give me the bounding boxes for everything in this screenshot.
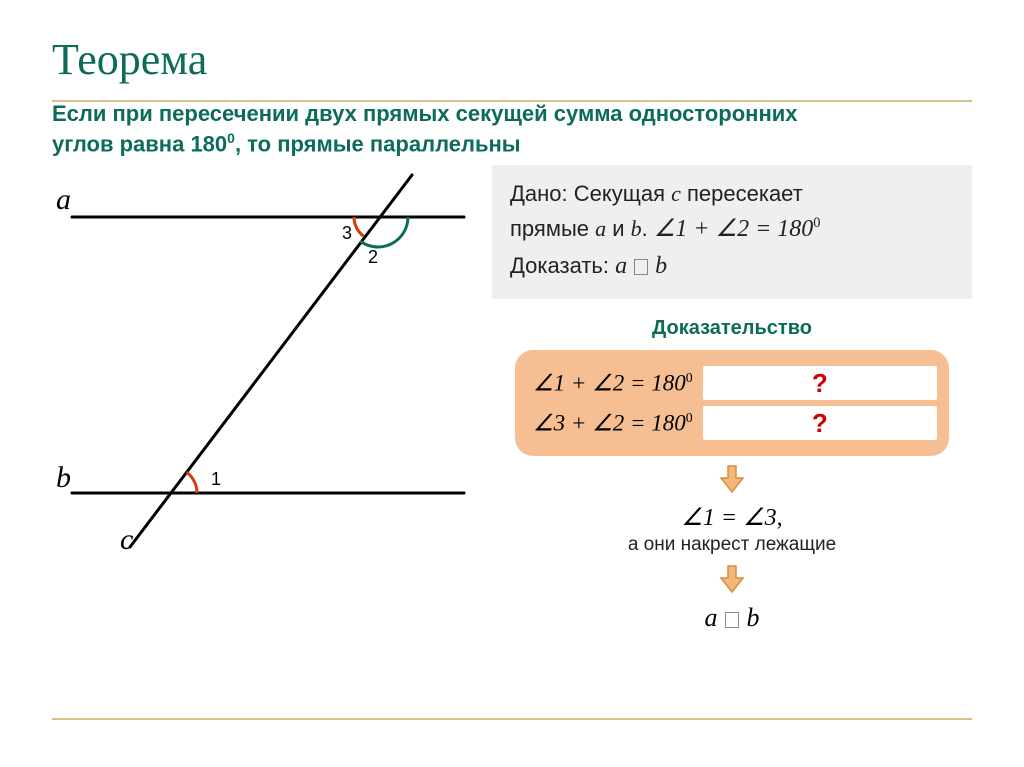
proof-row-2: ∠3 + ∠2 = 1800 ?: [527, 406, 937, 440]
proof-eq-1: ∠1 + ∠2 = 1800: [527, 370, 693, 397]
divider-bottom: [52, 718, 972, 720]
content-row: abc321 Дано: Секущая с пересекает прямые…: [52, 165, 972, 633]
statement-degree-sup: 0: [227, 130, 235, 146]
arrow-1: [492, 464, 972, 499]
arrow-2: [492, 564, 972, 599]
statement-line2-suffix: , то прямые параллельны: [235, 131, 521, 156]
proof-heading: Доказательство: [492, 317, 972, 340]
final-conclusion: a b: [492, 603, 972, 633]
given-period: .: [642, 216, 654, 241]
svg-text:1: 1: [211, 469, 221, 489]
question-box-1: ?: [703, 366, 937, 400]
result-equation: ∠1 = ∠3,: [492, 503, 972, 532]
given-b: b: [631, 216, 642, 241]
given-l1-suffix: пересекает: [681, 181, 803, 206]
svg-text:3: 3: [342, 223, 352, 243]
theorem-statement: Если при пересечении двух прямых секущей…: [52, 99, 972, 159]
proof-column: Дано: Секущая с пересекает прямые a и b.…: [492, 165, 972, 633]
relation-placeholder-icon: [634, 259, 648, 275]
divider-top: [52, 100, 972, 102]
svg-text:b: b: [56, 461, 71, 494]
arrow-down-icon: [717, 464, 747, 494]
statement-line1: Если при пересечении двух прямых секущей…: [52, 101, 798, 126]
alternate-angles-text: а они накрест лежащие: [492, 534, 972, 556]
proof-block: ∠1 + ∠2 = 1800 ? ∠3 + ∠2 = 1800 ?: [515, 350, 949, 456]
given-and: и: [606, 216, 631, 241]
question-box-2: ?: [703, 406, 937, 440]
given-a: a: [595, 216, 606, 241]
svg-text:a: a: [56, 183, 71, 216]
geometry-diagram: a b c 32 1: [52, 165, 472, 565]
slide-title: Теорема: [52, 34, 972, 85]
given-equation: ∠1 + ∠2 = 1800: [654, 216, 821, 242]
svg-text:c: c: [120, 523, 133, 556]
diagram-column: a b c 32 1: [52, 165, 472, 633]
given-l2-prefix: прямые: [510, 216, 595, 241]
proof-eq-2: ∠3 + ∠2 = 1800: [527, 410, 693, 437]
prove-label: Доказать:: [510, 253, 615, 278]
given-l1-prefix: Дано: Секущая: [510, 181, 671, 206]
proof-row-1: ∠1 + ∠2 = 1800 ?: [527, 366, 937, 400]
statement-line2-prefix: углов равна 180: [52, 131, 227, 156]
slide-container: Теорема Если при пересечении двух прямых…: [0, 0, 1024, 767]
arrow-down-icon: [717, 564, 747, 594]
relation-placeholder-icon: [725, 612, 739, 628]
prove-expression: a b: [615, 253, 667, 279]
given-c: с: [671, 181, 681, 206]
svg-text:2: 2: [368, 247, 378, 267]
given-box: Дано: Секущая с пересекает прямые a и b.…: [492, 165, 972, 299]
